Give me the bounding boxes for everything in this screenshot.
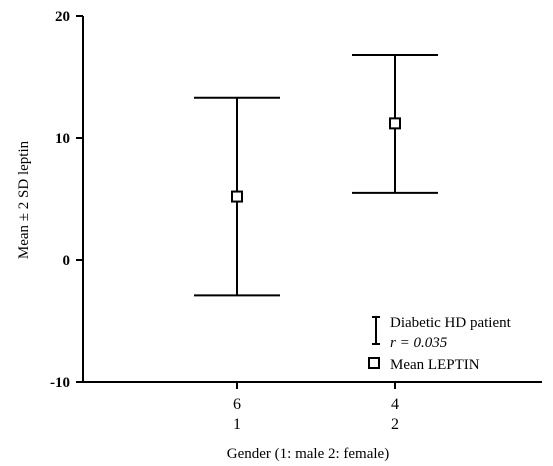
x-tick-label-top: 4 — [391, 396, 399, 413]
y-axis-title: Mean ± 2 SD leptin — [16, 140, 32, 259]
y-tick-label: 10 — [55, 131, 70, 147]
mean-marker — [231, 190, 243, 203]
x-tick-label-top: 6 — [233, 396, 241, 413]
legend-errorbar-sublabel: r = 0.035 — [390, 335, 448, 351]
x-tick-label-bottom: 2 — [391, 416, 399, 433]
mean-marker — [389, 117, 401, 130]
legend-square-icon — [368, 357, 380, 369]
y-tick-label: -10 — [50, 375, 70, 391]
legend-errorbar-icon — [372, 316, 380, 345]
y-tick-label: 20 — [55, 9, 70, 25]
y-ticks: -10 0 10 20 — [50, 9, 83, 391]
y-tick-label: 0 — [63, 253, 71, 269]
legend-square-label: Mean LEPTIN — [390, 357, 480, 373]
x-tick-label-bottom: 1 — [233, 416, 241, 433]
error-bars — [194, 54, 438, 297]
legend: Diabetic HD patient r = 0.035 Mean LEPTI… — [368, 315, 512, 373]
x-axis-title: Gender (1: male 2: female) — [227, 446, 389, 462]
legend-errorbar-label: Diabetic HD patient — [390, 315, 512, 331]
x-ticks: 6 1 4 2 — [233, 382, 399, 433]
